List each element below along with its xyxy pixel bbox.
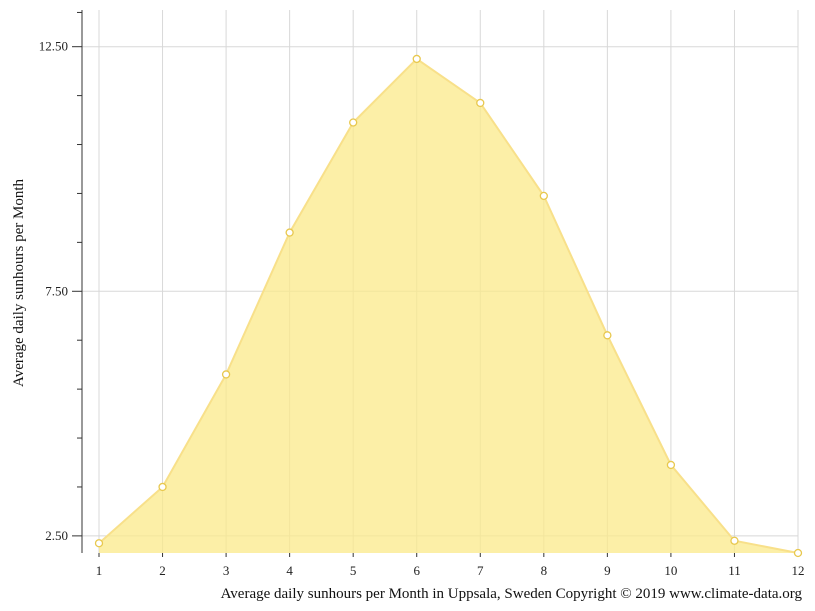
data-point <box>285 228 294 237</box>
area-layer <box>98 57 799 554</box>
data-point <box>94 539 104 548</box>
x-tick-label: 10 <box>664 563 677 578</box>
x-tick-label: 7 <box>477 563 484 578</box>
x-tick-label: 8 <box>541 563 548 578</box>
data-point <box>666 460 676 470</box>
series-line <box>98 57 799 554</box>
x-tick-label: 12 <box>792 563 805 578</box>
data-point <box>158 482 167 492</box>
data-point <box>349 118 358 127</box>
x-tick-label: 5 <box>350 563 357 578</box>
data-point <box>412 54 421 64</box>
data-point <box>539 191 548 201</box>
y-tick-label: 12.50 <box>39 39 68 54</box>
data-point <box>476 98 485 108</box>
data-point <box>221 370 231 379</box>
x-tick-label: 9 <box>604 563 611 578</box>
data-point <box>793 548 803 558</box>
x-tick-label: 1 <box>96 563 103 578</box>
data-point <box>730 536 739 545</box>
data-point <box>603 331 612 340</box>
x-tick-label: 3 <box>223 563 230 578</box>
x-tick-label: 2 <box>159 563 166 578</box>
y-tick-label: 7.50 <box>45 283 68 298</box>
x-tick-label: 11 <box>728 563 741 578</box>
area-fill <box>99 58 798 554</box>
markers <box>94 54 803 558</box>
x-tick-label: 6 <box>413 563 420 578</box>
y-axis-title: Average daily sunhours per Month <box>11 179 27 388</box>
x-tick-label: 4 <box>286 563 293 578</box>
y-tick-label: 2.50 <box>45 528 68 543</box>
chart-caption: Average daily sunhours per Month in Upps… <box>221 586 803 602</box>
